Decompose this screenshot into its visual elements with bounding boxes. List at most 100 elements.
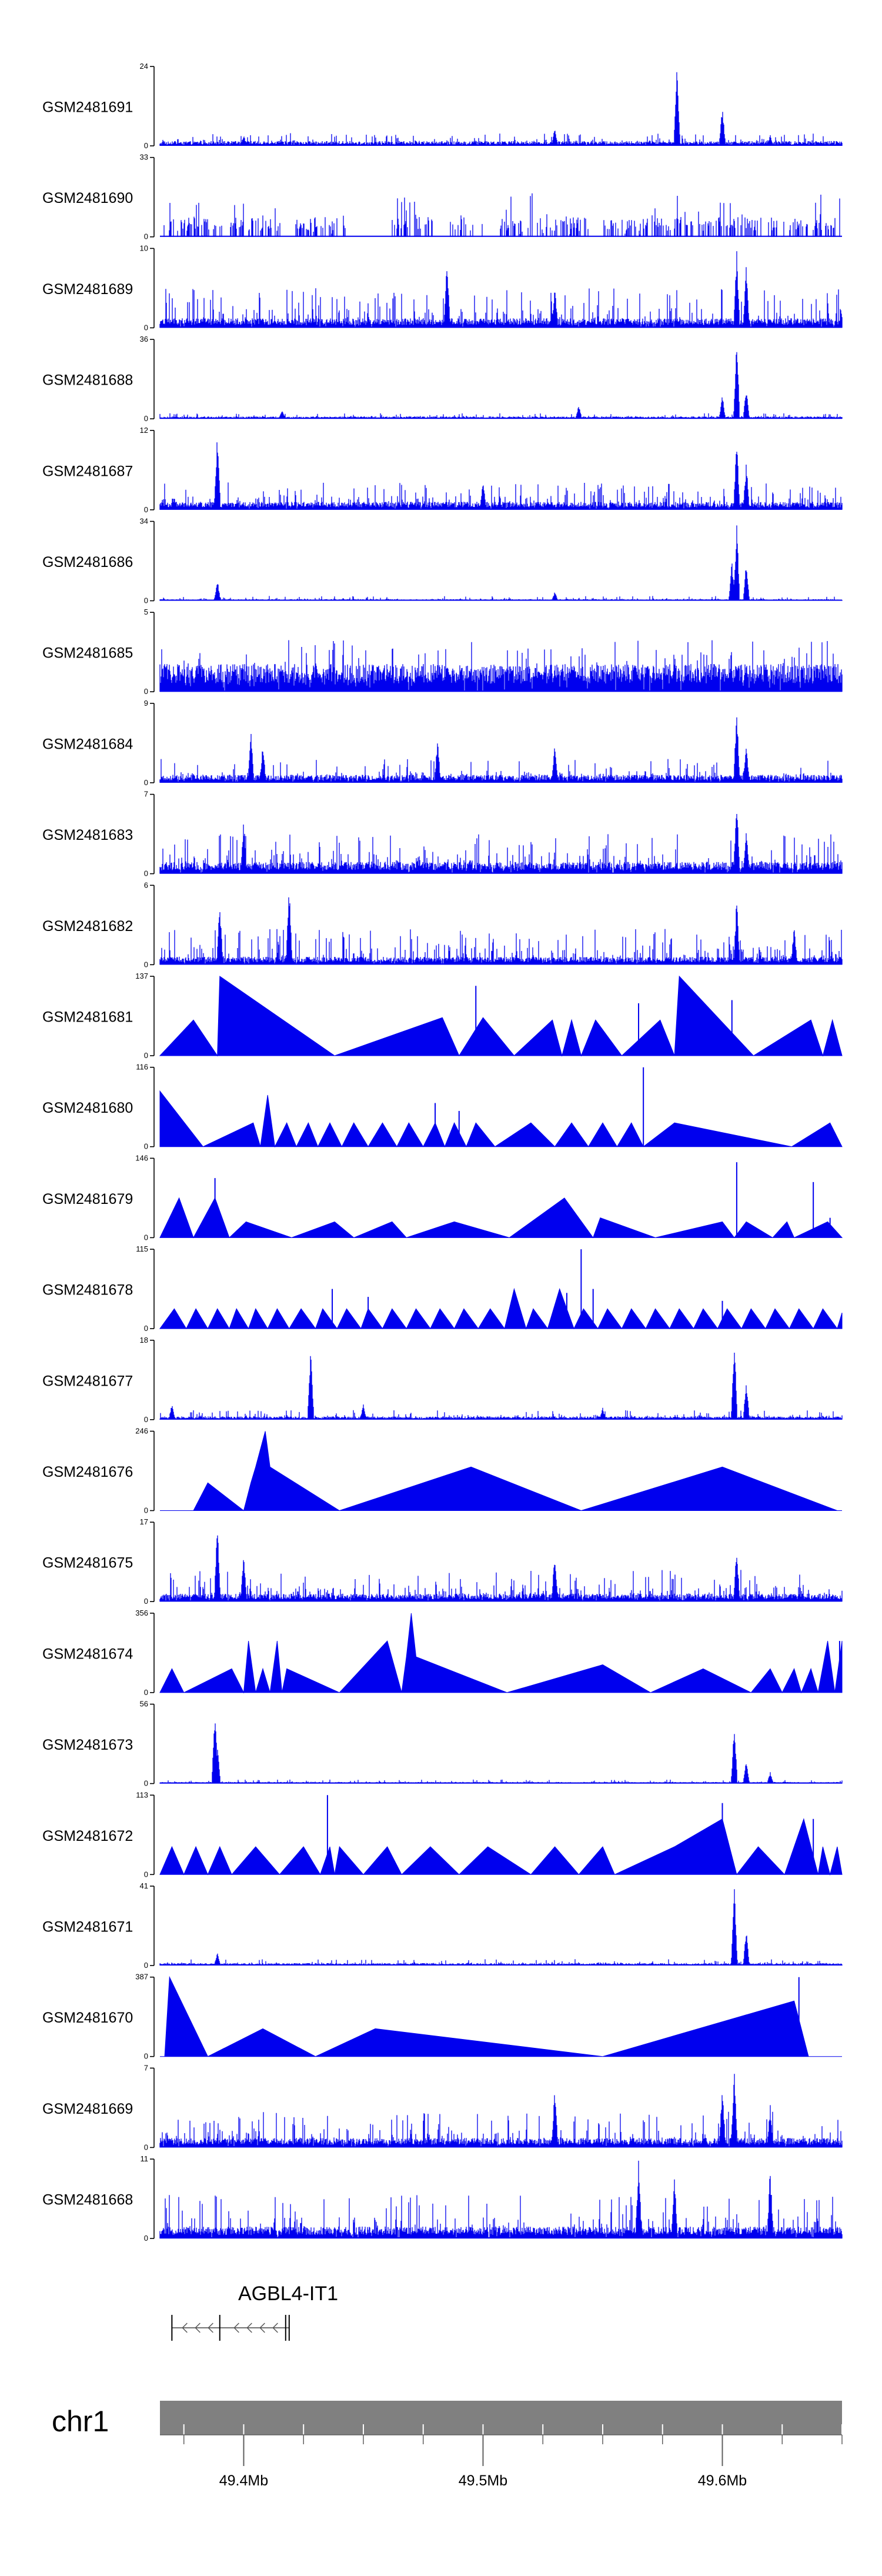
strand-arrow xyxy=(259,2323,265,2333)
track-label: GSM2481680 xyxy=(42,1100,133,1116)
y-max-label: 146 xyxy=(135,1153,148,1162)
y-max-label: 11 xyxy=(141,2154,149,2163)
track-label: GSM2481691 xyxy=(42,99,133,116)
track-GSM2481689: GSM2481689 10 0 xyxy=(42,243,843,332)
y-max-label: 5 xyxy=(144,608,148,616)
track-label: GSM2481676 xyxy=(42,1464,133,1480)
coverage-bars xyxy=(159,717,843,783)
y-min-label: 0 xyxy=(144,1779,148,1788)
track-label: GSM2481690 xyxy=(42,190,133,206)
coverage-area xyxy=(160,1976,842,2057)
y-max-label: 137 xyxy=(135,972,148,980)
y-max-label: 18 xyxy=(140,1336,148,1344)
track-label: GSM2481672 xyxy=(42,1828,133,1844)
track-GSM2481682: GSM2481682 6 0 xyxy=(42,880,843,969)
chromosome-band xyxy=(160,2401,842,2435)
coverage-bars xyxy=(159,897,843,965)
y-max-label: 6 xyxy=(144,880,148,889)
track-label: GSM2481683 xyxy=(42,827,133,843)
track-label: GSM2481668 xyxy=(42,2192,133,2208)
y-max-label: 116 xyxy=(136,1063,148,1072)
coverage-bars xyxy=(159,525,843,601)
track-GSM2481687: GSM2481687 12 0 xyxy=(42,426,843,514)
y-max-label: 9 xyxy=(144,699,148,708)
track-label: GSM2481687 xyxy=(42,463,133,479)
track-label: GSM2481674 xyxy=(42,1646,133,1662)
track-GSM2481668: GSM2481668 11 0 xyxy=(42,2154,843,2243)
y-max-label: 115 xyxy=(136,1244,148,1253)
track-GSM2481690: GSM2481690 33 0 xyxy=(42,153,842,241)
y-min-label: 0 xyxy=(144,2143,148,2151)
coverage-bars xyxy=(159,442,843,510)
coverage-tracks: GSM2481691240GSM2481690330GSM2481689100G… xyxy=(42,62,843,2243)
track-GSM2481676: GSM2481676 246 0 xyxy=(42,1427,842,1515)
ideogram-tick-label: 49.5Mb xyxy=(459,2472,507,2489)
coverage-bars xyxy=(159,640,843,692)
y-min-label: 0 xyxy=(144,1324,148,1333)
track-GSM2481675: GSM2481675 17 0 xyxy=(42,1517,843,1606)
y-min-label: 0 xyxy=(144,1233,148,1242)
y-min-label: 0 xyxy=(144,1142,148,1151)
track-GSM2481677: GSM2481677 18 0 xyxy=(42,1336,843,1424)
coverage-bars xyxy=(163,193,840,237)
track-label: GSM2481682 xyxy=(42,918,133,935)
coverage-area xyxy=(160,1431,842,1511)
track-GSM2481691: GSM2481691 24 0 xyxy=(42,62,843,150)
y-min-label: 0 xyxy=(144,1506,148,1515)
y-min-label: 0 xyxy=(144,1051,148,1060)
track-label: GSM2481671 xyxy=(42,1919,133,1936)
y-max-label: 33 xyxy=(140,153,148,162)
y-min-label: 0 xyxy=(144,960,148,969)
track-label: GSM2481670 xyxy=(42,2010,133,2026)
y-max-label: 36 xyxy=(140,335,148,343)
coverage-bars xyxy=(159,1889,843,1966)
y-max-label: 7 xyxy=(144,2063,148,2072)
track-label: GSM2481686 xyxy=(42,554,133,570)
y-max-label: 41 xyxy=(140,1881,148,1890)
coverage-area xyxy=(159,1613,843,1694)
track-label: GSM2481679 xyxy=(42,1191,133,1207)
y-min-label: 0 xyxy=(144,141,148,150)
track-GSM2481674: GSM2481674 356 0 xyxy=(42,1609,843,1697)
track-label: GSM2481678 xyxy=(42,1282,133,1299)
y-min-label: 0 xyxy=(144,1415,148,1424)
y-min-label: 0 xyxy=(144,1597,148,1606)
track-label: GSM2481675 xyxy=(42,1555,133,1571)
y-max-label: 12 xyxy=(140,426,148,435)
y-max-label: 246 xyxy=(135,1427,148,1436)
gene-label: AGBL4-IT1 xyxy=(238,2283,338,2305)
track-GSM2481669: GSM2481669 7 0 xyxy=(42,2063,843,2151)
strand-arrow xyxy=(195,2323,201,2333)
coverage-bars xyxy=(159,1723,843,1784)
track-GSM2481679: GSM2481679 146 0 xyxy=(42,1153,843,1242)
track-GSM2481683: GSM2481683 7 0 xyxy=(42,790,843,878)
ideogram-tick-label: 49.4Mb xyxy=(219,2472,268,2489)
coverage-area xyxy=(159,1818,843,1876)
track-GSM2481685: GSM2481685 5 0 xyxy=(42,608,843,696)
track-label: GSM2481684 xyxy=(42,736,133,752)
y-min-label: 0 xyxy=(144,687,148,696)
coverage-area xyxy=(159,1090,843,1148)
y-min-label: 0 xyxy=(144,1870,148,1878)
coverage-area xyxy=(159,1287,843,1330)
y-max-label: 387 xyxy=(135,1973,148,1981)
y-max-label: 7 xyxy=(144,790,148,799)
track-GSM2481688: GSM2481688 36 0 xyxy=(42,335,843,423)
track-label: GSM2481677 xyxy=(42,1373,133,1389)
track-GSM2481681: GSM2481681 137 0 xyxy=(42,972,843,1060)
track-label: GSM2481689 xyxy=(42,281,133,298)
y-min-label: 0 xyxy=(144,323,148,332)
gene-annotation-track: AGBL4-IT1 xyxy=(171,2283,338,2341)
coverage-bars xyxy=(159,2160,843,2239)
coverage-area xyxy=(159,1197,843,1239)
y-min-label: 0 xyxy=(144,869,148,878)
track-label: GSM2481669 xyxy=(42,2101,133,2117)
track-GSM2481684: GSM2481684 9 0 xyxy=(42,699,843,787)
coverage-bars xyxy=(159,1535,843,1602)
chromosome-label: chr1 xyxy=(52,2405,109,2438)
track-GSM2481678: GSM2481678 115 0 xyxy=(42,1244,843,1333)
y-min-label: 0 xyxy=(144,505,148,514)
coverage-bars xyxy=(159,814,843,874)
track-GSM2481686: GSM2481686 34 0 xyxy=(42,517,843,605)
